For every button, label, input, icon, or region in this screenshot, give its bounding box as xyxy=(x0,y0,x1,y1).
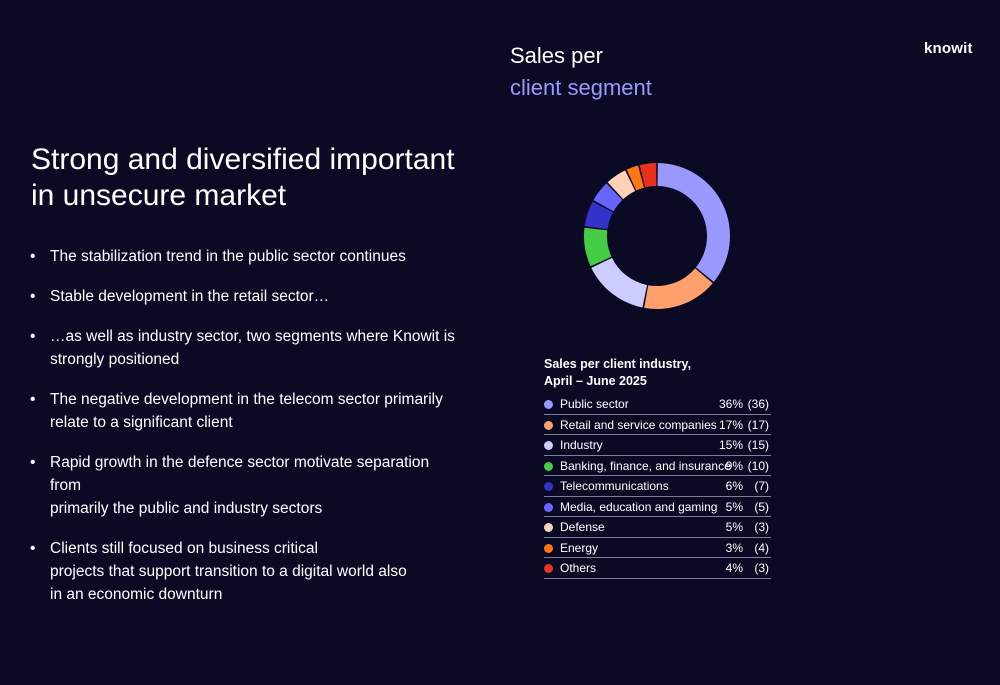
bullet-text: Rapid growth in the defence sector motiv… xyxy=(50,454,430,517)
legend-value: 6% xyxy=(725,479,743,493)
bullet-item: • The stabilization trend in the public s… xyxy=(30,245,460,268)
donut-slice-media-education-and-gaming xyxy=(593,183,623,212)
chart-section-title-line1: Sales per xyxy=(510,43,603,68)
legend-swatch xyxy=(544,543,553,553)
bullet-list: • The stabilization trend in the public s… xyxy=(30,245,460,623)
donut-slice-retail-and-service-companies xyxy=(644,268,713,309)
legend-label: Retail and service companies xyxy=(560,417,717,432)
legend-previous-value: (36) xyxy=(747,397,769,411)
legend-label: Defense xyxy=(560,520,605,534)
legend-row-telecommunications: Telecommunications 6% (7) xyxy=(544,476,771,497)
legend-previous-value: (4) xyxy=(754,540,769,555)
legend-label: Industry xyxy=(560,438,603,452)
donut-slice-industry xyxy=(591,257,648,308)
legend-value: 36% xyxy=(718,397,743,411)
legend-swatch xyxy=(544,461,553,471)
legend-swatch xyxy=(544,523,553,532)
legend-value: 5% xyxy=(725,499,743,514)
company-logo: knowit xyxy=(924,40,973,57)
legend-label: Public sector xyxy=(560,397,629,411)
legend-value: 15% xyxy=(718,438,743,452)
donut-slice-public-sector xyxy=(657,163,730,282)
bullet-text: The negative development in the telecom … xyxy=(50,391,443,431)
legend-row-public-sector: Public sector 36% (36) xyxy=(544,394,771,415)
bullet-item: • Stable development in the retail sector… xyxy=(30,285,460,308)
page-headline: Strong and diversified important in unse… xyxy=(31,142,481,214)
donut-slice-others xyxy=(639,163,657,188)
bullet-marker: • xyxy=(30,391,36,408)
legend-label: Energy xyxy=(560,540,599,555)
donut-slice-telecommunications xyxy=(584,201,613,230)
donut-slice-energy xyxy=(626,165,644,191)
bullet-text: The stabilization trend in the public se… xyxy=(50,248,406,265)
donut-chart xyxy=(584,163,730,309)
legend-swatch xyxy=(544,502,553,512)
legend-previous-value: (10) xyxy=(747,458,769,473)
bullet-item: • Rapid growth in the defence sector moti… xyxy=(30,451,460,520)
bullet-marker: • xyxy=(30,248,36,265)
legend-swatch xyxy=(544,482,553,491)
bullet-marker: • xyxy=(30,288,36,305)
bullet-text: Stable development in the retail sector… xyxy=(50,288,330,305)
legend-title-line2: April – June 2025 xyxy=(544,374,647,388)
legend-label: Others xyxy=(560,561,597,575)
chart-section-title-line2: client segment xyxy=(510,75,652,100)
legend-value: 17% xyxy=(718,417,743,432)
legend-title-line1: Sales per client industry, xyxy=(544,357,692,371)
legend-previous-value: (17) xyxy=(747,417,769,432)
legend-previous-value: (3) xyxy=(754,520,769,534)
bullet-text: Clients still focused on business critic… xyxy=(50,540,407,603)
legend-row-banking-finance-and-insurance: Banking, finance, and insurance 9% (10) xyxy=(544,456,771,476)
headline-line1: Strong and diversified important xyxy=(31,143,455,176)
chart-section-title: Sales per client segment xyxy=(510,40,652,104)
legend-value: 3% xyxy=(725,540,743,555)
legend-row-media-education-and-gaming: Media, education and gaming 5% (5) xyxy=(544,497,771,517)
legend-title: Sales per client industry, April – June … xyxy=(544,356,691,390)
bullet-item: • Clients still focused on business criti… xyxy=(30,537,460,606)
bullet-item: • …as well as industry sector, two segmen… xyxy=(30,325,460,371)
legend-previous-value: (15) xyxy=(747,438,769,452)
donut-slice-defense xyxy=(607,170,636,200)
legend-previous-value: (7) xyxy=(754,479,769,493)
legend-previous-value: (3) xyxy=(754,561,769,575)
legend-value: 9% xyxy=(725,458,743,473)
legend-value: 5% xyxy=(725,520,743,534)
bullet-marker: • xyxy=(30,328,36,345)
legend-row-retail-and-service-companies: Retail and service companies 17% (17) xyxy=(544,415,771,435)
legend-label: Banking, finance, and insurance xyxy=(560,458,731,473)
legend-swatch xyxy=(544,441,553,450)
legend-row-defense: Defense 5% (3) xyxy=(544,517,771,538)
legend-previous-value: (5) xyxy=(754,499,769,514)
legend-swatch xyxy=(544,564,553,573)
legend-label: Telecommunications xyxy=(560,479,669,493)
bullet-marker: • xyxy=(30,540,36,557)
legend-label: Media, education and gaming xyxy=(560,499,718,514)
donut-slice-banking-finance-and-insurance xyxy=(584,227,612,267)
legend-row-energy: Energy 3% (4) xyxy=(544,538,771,558)
legend-value: 4% xyxy=(725,561,743,575)
legend-swatch xyxy=(544,400,553,409)
legend-swatch xyxy=(544,420,553,430)
headline-line2: in unsecure market xyxy=(31,179,287,212)
bullet-text: …as well as industry sector, two segment… xyxy=(50,328,455,368)
bullet-marker: • xyxy=(30,454,36,471)
legend-row-others: Others 4% (3) xyxy=(544,558,771,579)
chart-legend: Public sector 36% (36) Retail and service c… xyxy=(544,394,771,579)
legend-row-industry: Industry 15% (15) xyxy=(544,435,771,456)
bullet-item: • The negative development in the telecom… xyxy=(30,388,460,434)
